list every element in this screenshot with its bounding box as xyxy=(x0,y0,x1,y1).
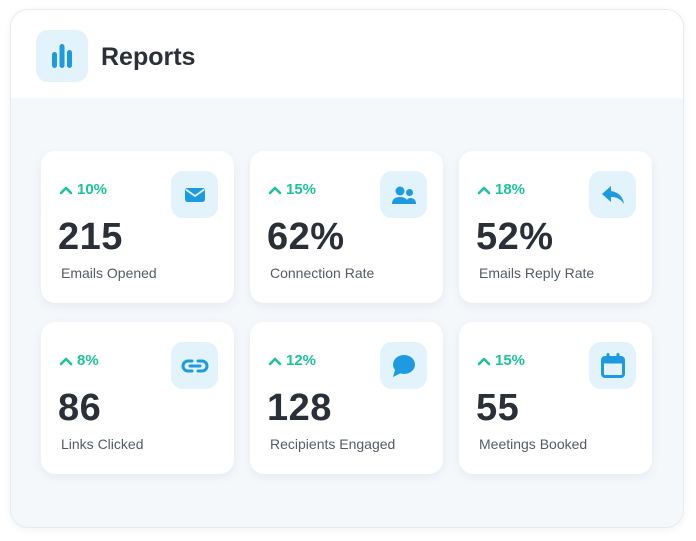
stat-label: Meetings Booked xyxy=(479,436,588,452)
stat-label: Emails Opened xyxy=(61,265,157,281)
trend-value: 12% xyxy=(286,352,317,369)
chevron-up-icon xyxy=(477,357,491,366)
panel-header: Reports xyxy=(11,10,683,98)
chat-bubble-icon xyxy=(380,342,427,389)
trend-value: 15% xyxy=(495,352,526,369)
calendar-icon xyxy=(589,342,636,389)
stat-card-emails-opened[interactable]: 10% 215 Emails Opened xyxy=(41,151,234,303)
envelope-icon xyxy=(171,171,218,218)
trend-indicator: 10% xyxy=(59,181,107,199)
stat-label: Links Clicked xyxy=(61,436,144,452)
stat-card-links-clicked[interactable]: 8% 86 Links Clicked xyxy=(41,322,234,474)
trend-indicator: 18% xyxy=(477,181,525,199)
chevron-up-icon xyxy=(268,357,282,366)
users-icon xyxy=(380,171,427,218)
reply-icon xyxy=(589,171,636,218)
stat-label: Recipients Engaged xyxy=(270,436,396,452)
stats-grid: 10% 215 Emails Opened 15% 62% Connection… xyxy=(41,151,653,474)
trend-indicator: 8% xyxy=(59,352,99,370)
stat-card-emails-reply-rate[interactable]: 18% 52% Emails Reply Rate xyxy=(459,151,652,303)
stat-card-meetings-booked[interactable]: 15% 55 Meetings Booked xyxy=(459,322,652,474)
trend-indicator: 12% xyxy=(268,352,316,370)
stat-value: 62% xyxy=(267,216,345,258)
chevron-up-icon xyxy=(59,357,73,366)
chevron-up-icon xyxy=(477,186,491,195)
trend-value: 10% xyxy=(77,181,108,198)
link-icon xyxy=(171,342,218,389)
chevron-up-icon xyxy=(59,186,73,195)
stat-value: 55 xyxy=(476,387,520,429)
stat-label: Connection Rate xyxy=(270,265,375,281)
stat-card-connection-rate[interactable]: 15% 62% Connection Rate xyxy=(250,151,443,303)
trend-value: 8% xyxy=(77,352,99,369)
page-title: Reports xyxy=(101,43,196,71)
bar-chart-icon xyxy=(36,30,88,82)
stat-label: Emails Reply Rate xyxy=(479,265,595,281)
reports-panel: Reports 10% 215 Emails Opened 15% xyxy=(10,9,684,528)
stat-value: 86 xyxy=(58,387,102,429)
stat-value: 215 xyxy=(58,216,123,258)
chevron-up-icon xyxy=(268,186,282,195)
trend-value: 15% xyxy=(286,181,317,198)
stat-card-recipients-engaged[interactable]: 12% 128 Recipients Engaged xyxy=(250,322,443,474)
trend-indicator: 15% xyxy=(477,352,525,370)
trend-indicator: 15% xyxy=(268,181,316,199)
trend-value: 18% xyxy=(495,181,526,198)
stat-value: 52% xyxy=(476,216,554,258)
stat-value: 128 xyxy=(267,387,332,429)
